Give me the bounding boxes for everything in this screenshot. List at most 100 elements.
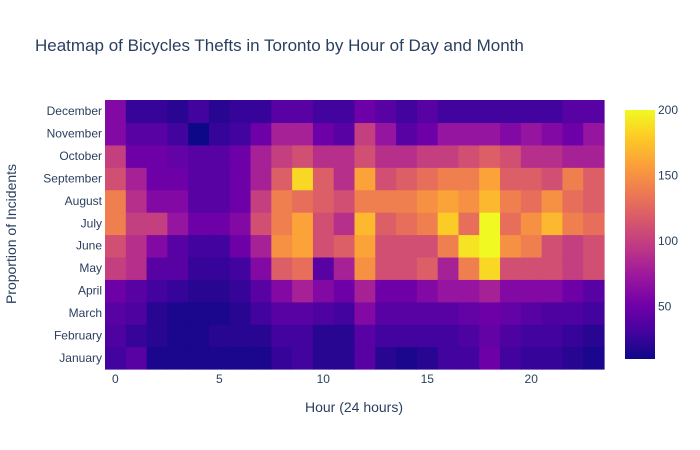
heatmap-cell [458,212,479,235]
heatmap-cell [583,212,604,235]
heatmap-cell [271,122,292,145]
heatmap-cell [562,100,583,123]
y-tick-label: July [81,216,102,230]
heatmap-cell [271,302,292,325]
heatmap-cell [396,145,417,168]
heatmap-cell [562,122,583,145]
heatmap-cell [167,347,188,370]
heatmap-cell [542,324,563,347]
heatmap-cell [355,167,376,190]
heatmap-cell [167,122,188,145]
heatmap-cell [313,324,334,347]
heatmap-cell [251,100,272,123]
heatmap-cell [126,212,147,235]
heatmap-cell [334,167,355,190]
heatmap-cell [230,122,251,145]
heatmap-cell [355,302,376,325]
heatmap-cell [292,100,313,123]
heatmap-cell [562,302,583,325]
heatmap-cell [375,279,396,302]
heatmap-cell [479,235,500,258]
heatmap-cell [396,302,417,325]
heatmap-cell [583,279,604,302]
heatmap-cell [167,324,188,347]
heatmap-cell [188,347,209,370]
heatmap-cell [292,324,313,347]
heatmap-cell [396,347,417,370]
heatmap-cell [562,279,583,302]
heatmap-cell [542,212,563,235]
heatmap-cell [375,212,396,235]
heatmap-cell [479,190,500,213]
heatmap-cell [355,257,376,280]
heatmap-cell [583,324,604,347]
y-tick-label: August [65,194,103,208]
heatmap-cell [355,190,376,213]
heatmap-cell [251,347,272,370]
heatmap-cell [292,167,313,190]
heatmap-cell [334,190,355,213]
heatmap-cell [188,122,209,145]
heatmap-cell [521,324,542,347]
heatmap-cell [334,212,355,235]
heatmap-cell [542,100,563,123]
heatmap-cell [417,190,438,213]
heatmap-cell [271,190,292,213]
heatmap-cell [209,145,230,168]
heatmap-cell [292,302,313,325]
heatmap-cell [251,212,272,235]
heatmap-cell [313,347,334,370]
heatmap-cell [209,235,230,258]
y-tick-label: October [59,149,102,163]
heatmap-cell [542,122,563,145]
heatmap-cell [105,302,126,325]
heatmap-cell [521,257,542,280]
heatmap-cell [479,167,500,190]
heatmap-cell [230,212,251,235]
heatmap-cell [542,235,563,258]
heatmap-cell [147,324,168,347]
heatmap-cell [313,190,334,213]
heatmap-cell [167,279,188,302]
heatmap-cell [500,122,521,145]
heatmap-cell [334,145,355,168]
heatmap-cell [209,122,230,145]
heatmap-cell [542,145,563,168]
heatmap-cell [147,122,168,145]
heatmap-cell [209,212,230,235]
heatmap-cell [521,347,542,370]
heatmap-cell [417,167,438,190]
heatmap-cell [375,235,396,258]
heatmap-cell [417,122,438,145]
heatmap-cell [479,347,500,370]
heatmap-cell [209,257,230,280]
heatmap-cell [209,167,230,190]
heatmap-cell [500,167,521,190]
heatmap-cell [167,235,188,258]
heatmap-cell [230,100,251,123]
heatmap-cell [375,145,396,168]
heatmap-cell [251,145,272,168]
heatmap-cell [230,347,251,370]
heatmap-cell [438,302,459,325]
heatmap-cell [188,212,209,235]
heatmap-cell [313,235,334,258]
heatmap-cell [126,257,147,280]
heatmap-cell [251,302,272,325]
heatmap-cell [438,212,459,235]
chart-title: Heatmap of Bicycles Thefts in Toronto by… [35,36,524,55]
heatmap-cell [230,190,251,213]
heatmap-cell [521,122,542,145]
heatmap-cell [313,302,334,325]
heatmap-cell [271,212,292,235]
heatmap-cell [562,257,583,280]
heatmap-cell [271,257,292,280]
heatmap-cell [334,279,355,302]
heatmap-cell [458,122,479,145]
heatmap-cell [562,145,583,168]
heatmap-cell [500,257,521,280]
heatmap-cell [126,100,147,123]
heatmap-cell [147,279,168,302]
heatmap-cell [396,235,417,258]
